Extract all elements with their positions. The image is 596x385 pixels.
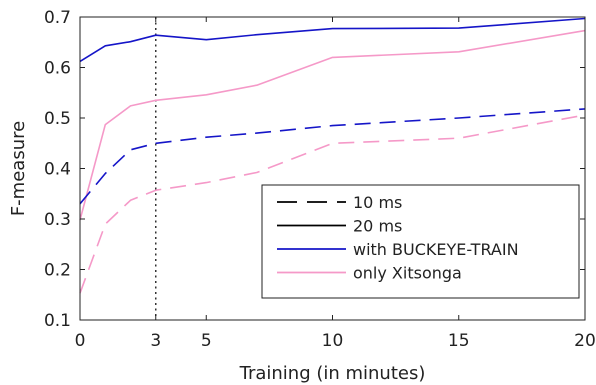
series-line-0 (79, 17, 586, 63)
series-line-1 (79, 29, 586, 221)
y-tick-label: 0.4 (44, 160, 71, 180)
x-tick-label: 20 (574, 331, 596, 351)
x-tick-label: 5 (201, 331, 212, 351)
series-group (79, 17, 586, 294)
x-tick-label: 0 (75, 331, 86, 351)
legend-entry-label: 20 ms (353, 217, 402, 236)
legend-entry-label: only Xitsonga (353, 264, 462, 283)
y-tick-label: 0.7 (44, 8, 71, 28)
y-tick-label: 0.1 (44, 311, 71, 331)
y-tick-label: 0.5 (44, 109, 71, 129)
y-axis-label: F-measure (8, 121, 29, 216)
legend-box (261, 184, 580, 299)
x-tick-label: 15 (448, 331, 470, 351)
legend-entry-label: with BUCKEYE-TRAIN (353, 240, 519, 259)
series-line-3 (79, 114, 586, 294)
x-tick-label: 10 (322, 331, 344, 351)
y-tick-label: 0.3 (44, 210, 71, 230)
y-tick-label: 0.2 (44, 261, 71, 281)
axes: 0 3 5 10 15 20 0.1 0.2 0.3 0.4 0.5 0.6 0.7 (44, 8, 596, 351)
x-axis-label: Training (in minutes) (239, 363, 426, 384)
series-line-2 (79, 108, 586, 205)
x-tick-label: 3 (150, 331, 161, 351)
legend: 10 ms 20 ms with BUCKEYE-TRAIN only Xitsong… (261, 184, 580, 299)
legend-entry-label: 10 ms (353, 193, 402, 212)
y-tick-label: 0.6 (44, 59, 71, 79)
